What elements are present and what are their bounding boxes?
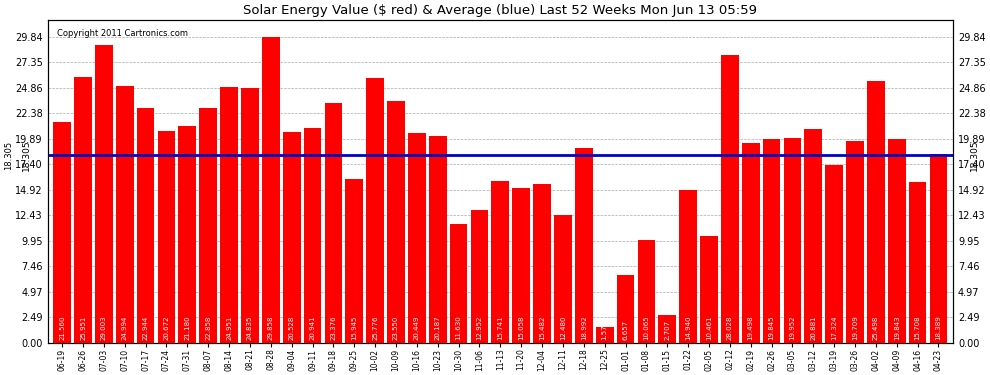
Text: 23.550: 23.550 [393, 316, 399, 340]
Bar [137, 108, 154, 343]
Text: 15.482: 15.482 [540, 316, 545, 340]
Text: 15.058: 15.058 [518, 315, 524, 340]
Bar [449, 224, 467, 343]
Bar [805, 129, 822, 343]
Text: 25.498: 25.498 [873, 316, 879, 340]
Text: 19.843: 19.843 [894, 315, 900, 340]
Text: 28.028: 28.028 [727, 315, 733, 340]
Text: 23.376: 23.376 [331, 315, 337, 340]
Text: 18.305: 18.305 [22, 140, 31, 171]
Bar [721, 56, 739, 343]
Text: 21.560: 21.560 [59, 315, 65, 340]
Bar [909, 182, 927, 343]
Text: 25.951: 25.951 [80, 316, 86, 340]
Text: 20.672: 20.672 [163, 315, 169, 340]
Text: 22.944: 22.944 [143, 316, 148, 340]
Title: Solar Energy Value ($ red) & Average (blue) Last 52 Weeks Mon Jun 13 05:59: Solar Energy Value ($ red) & Average (bl… [244, 4, 757, 17]
Bar [387, 101, 405, 343]
Text: 15.741: 15.741 [497, 315, 503, 340]
Bar [304, 128, 322, 343]
Text: 20.187: 20.187 [435, 315, 441, 340]
Bar [638, 240, 655, 343]
Text: 19.952: 19.952 [789, 315, 795, 340]
Bar [658, 315, 676, 343]
Bar [157, 131, 175, 343]
Bar [470, 210, 488, 343]
Bar [283, 132, 301, 343]
Text: 21.180: 21.180 [184, 315, 190, 340]
Bar [346, 179, 363, 343]
Bar [575, 148, 593, 343]
Text: 20.528: 20.528 [289, 316, 295, 340]
Bar [178, 126, 196, 343]
Bar [888, 140, 906, 343]
Bar [199, 108, 217, 343]
Bar [826, 165, 843, 343]
Text: 12.952: 12.952 [476, 316, 482, 340]
Bar [262, 37, 280, 343]
Bar [617, 275, 635, 343]
Text: 11.630: 11.630 [455, 315, 461, 340]
Bar [53, 122, 71, 343]
Text: 29.003: 29.003 [101, 315, 107, 340]
Bar [429, 136, 446, 343]
Bar [74, 76, 92, 343]
Text: 20.941: 20.941 [310, 315, 316, 340]
Text: 6.657: 6.657 [623, 320, 629, 340]
Text: 24.994: 24.994 [122, 316, 128, 340]
Text: 14.940: 14.940 [685, 315, 691, 340]
Bar [867, 81, 885, 343]
Text: 20.881: 20.881 [810, 315, 817, 340]
Bar [95, 45, 113, 343]
Text: 12.480: 12.480 [560, 315, 566, 340]
Bar [762, 140, 780, 343]
Bar [491, 182, 509, 343]
Bar [783, 138, 801, 343]
Text: 24.835: 24.835 [247, 316, 253, 340]
Text: 15.708: 15.708 [915, 315, 921, 340]
Bar [846, 141, 864, 343]
Bar [679, 190, 697, 343]
Bar [220, 87, 238, 343]
Text: 25.776: 25.776 [372, 315, 378, 340]
Bar [325, 103, 343, 343]
Bar [596, 327, 614, 343]
Text: 10.461: 10.461 [706, 315, 712, 340]
Bar [930, 154, 947, 343]
Text: 18.389: 18.389 [936, 315, 941, 340]
Text: 22.858: 22.858 [205, 316, 211, 340]
Text: 18.992: 18.992 [581, 315, 587, 340]
Text: 15.945: 15.945 [351, 316, 357, 340]
Text: 2.707: 2.707 [664, 320, 670, 340]
Text: 1.577: 1.577 [602, 320, 608, 340]
Text: 10.065: 10.065 [644, 315, 649, 340]
Bar [116, 87, 134, 343]
Bar [742, 143, 759, 343]
Bar [700, 236, 718, 343]
Text: 19.709: 19.709 [852, 315, 858, 340]
Bar [512, 189, 530, 343]
Text: 29.858: 29.858 [268, 315, 274, 340]
Text: 17.324: 17.324 [832, 315, 838, 340]
Bar [554, 215, 572, 343]
Text: 20.449: 20.449 [414, 316, 420, 340]
Text: 18.305: 18.305 [4, 141, 13, 170]
Text: 18.305: 18.305 [970, 140, 979, 171]
Bar [408, 133, 426, 343]
Bar [534, 184, 550, 343]
Bar [242, 88, 258, 343]
Text: 24.951: 24.951 [226, 316, 232, 340]
Text: 19.498: 19.498 [747, 315, 753, 340]
Bar [366, 78, 384, 343]
Text: 19.845: 19.845 [768, 315, 774, 340]
Text: Copyright 2011 Cartronics.com: Copyright 2011 Cartronics.com [56, 29, 188, 38]
